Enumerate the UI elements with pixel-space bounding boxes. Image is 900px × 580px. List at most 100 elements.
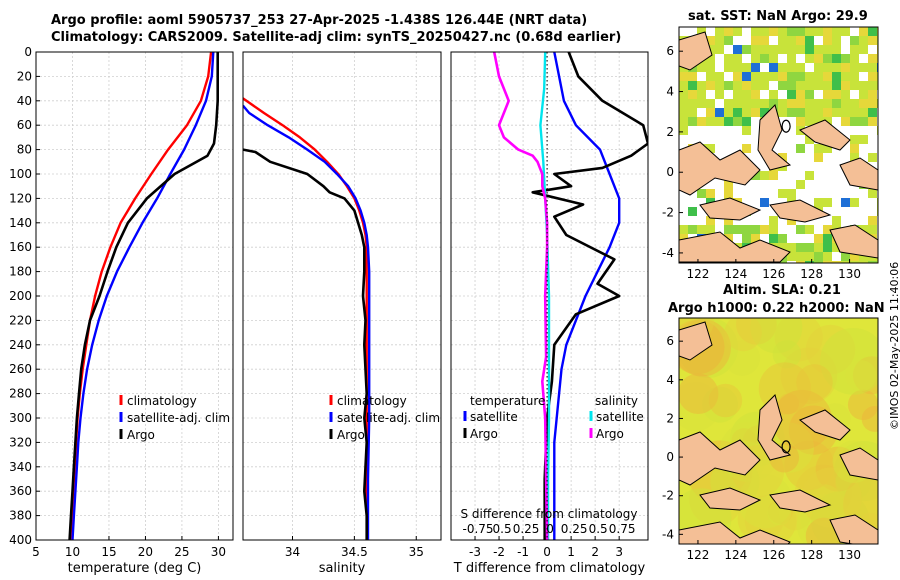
- sst-cell: [751, 45, 760, 54]
- legend-label: satellite-adj. clim: [127, 411, 230, 425]
- sst-cell: [823, 27, 832, 36]
- sst-cell: [724, 27, 733, 36]
- sst-cell: [724, 180, 733, 189]
- legend-label: Argo: [470, 427, 498, 441]
- sst-cell: [715, 81, 724, 90]
- legend-label: Argo: [596, 427, 624, 441]
- sst-cell: [751, 99, 760, 108]
- sst-cell: [751, 72, 760, 81]
- sla-blob: [679, 381, 721, 432]
- top-axis-label: S difference from climatology: [461, 507, 638, 521]
- x-tick-label: -2: [493, 545, 505, 559]
- series-line-t-argo: [531, 52, 648, 540]
- y-tick-label: 300: [9, 411, 32, 425]
- y-tick-label: 4: [666, 85, 674, 99]
- sst-cell: [724, 225, 733, 234]
- legend-title-salinity: salinity: [595, 394, 638, 408]
- sst-cell: [868, 225, 877, 234]
- legend-title-temperature: temperature: [470, 394, 545, 408]
- sst-cell: [814, 45, 823, 54]
- sst-cell: [823, 54, 832, 63]
- sst-cell: [769, 225, 778, 234]
- series-group: [68, 52, 219, 540]
- sst-cell: [733, 63, 742, 72]
- sst-cell: [850, 99, 859, 108]
- sst-cell: [778, 36, 787, 45]
- sst-cell: [814, 252, 823, 261]
- sst-cell: [688, 108, 697, 117]
- y-tick-label: 6: [666, 44, 674, 58]
- sst-cell: [805, 54, 814, 63]
- plot-frame: [450, 51, 649, 541]
- sst-cell: [787, 36, 796, 45]
- land-mass: [699, 487, 762, 511]
- sst-cell: [814, 81, 823, 90]
- s-tick-label: 0.25: [513, 522, 540, 536]
- sst-cell: [832, 108, 841, 117]
- sla-blob: [737, 495, 784, 543]
- land-mass: [757, 104, 792, 171]
- x-tick-label: 0: [543, 545, 551, 559]
- y-tick-label: 340: [9, 460, 32, 474]
- sst-cell: [724, 216, 733, 225]
- series-line-argo: [68, 52, 219, 540]
- sst-cell: [823, 198, 832, 207]
- sst-cell: [814, 198, 823, 207]
- sst-cell: [715, 45, 724, 54]
- sst-cell: [832, 63, 841, 72]
- sst-cell: [733, 108, 742, 117]
- sst-cell: [850, 261, 859, 263]
- sst-cell: [805, 261, 814, 263]
- sla-blob: [737, 473, 793, 529]
- sst-cell: [841, 117, 850, 126]
- x-tick-label: 128: [800, 267, 823, 281]
- sst-cell: [805, 243, 814, 252]
- y-tick-label: 400: [9, 533, 32, 547]
- sst-cell: [751, 108, 760, 117]
- sst-cell: [742, 45, 751, 54]
- sst-cell: [715, 72, 724, 81]
- sst-cell: [859, 261, 868, 263]
- y-tick-label: 80: [17, 143, 32, 157]
- sst-cell: [787, 45, 796, 54]
- sst-cell: [796, 261, 805, 263]
- sst-cell: [751, 63, 760, 72]
- y-tick-label: 120: [9, 191, 32, 205]
- sst-map-title: sat. SST: NaN Argo: 29.9: [688, 9, 868, 24]
- sst-cell: [832, 90, 841, 99]
- sst-cell: [859, 99, 868, 108]
- sst-cell: [706, 72, 715, 81]
- y-tick-label: 0: [24, 45, 32, 59]
- sst-cell: [841, 63, 850, 72]
- sst-cell: [697, 63, 706, 72]
- sst-cell: [841, 198, 850, 207]
- y-tick-label: 100: [9, 167, 32, 181]
- sst-cell: [787, 72, 796, 81]
- legend-label: climatology: [127, 394, 197, 408]
- land-mass: [679, 141, 761, 196]
- x-tick-label: 34.5: [341, 545, 368, 559]
- x-tick-label: 126: [762, 548, 785, 562]
- x-tick-label: 2: [591, 545, 599, 559]
- sla-blob: [735, 318, 777, 345]
- land-mass: [769, 199, 832, 223]
- sst-cell: [679, 108, 688, 117]
- sla-blob: [778, 393, 800, 415]
- sst-cell: [832, 99, 841, 108]
- sst-cell: [805, 45, 814, 54]
- y-tick-label: 20: [17, 69, 32, 83]
- sla-blob: [774, 318, 823, 362]
- y-tick-label: 360: [9, 484, 32, 498]
- x-tick-label: 5: [32, 545, 40, 559]
- sla-map: 122 124 126 128 130 -4 -2 0 2 4 6: [662, 317, 879, 562]
- argo-float-marker: [781, 440, 791, 454]
- difference-chart: -3 -2 -1 0 1 2 3T difference from climatologyS…: [450, 51, 649, 576]
- y-tick-label: 220: [9, 313, 32, 327]
- sst-cell: [742, 144, 751, 153]
- x-tick-label: 122: [686, 267, 709, 281]
- x-axis-label: temperature (deg C): [68, 561, 202, 576]
- sst-cell: [760, 225, 769, 234]
- sst-cell: [850, 45, 859, 54]
- legend-label: climatology: [337, 394, 407, 408]
- sst-cell: [769, 54, 778, 63]
